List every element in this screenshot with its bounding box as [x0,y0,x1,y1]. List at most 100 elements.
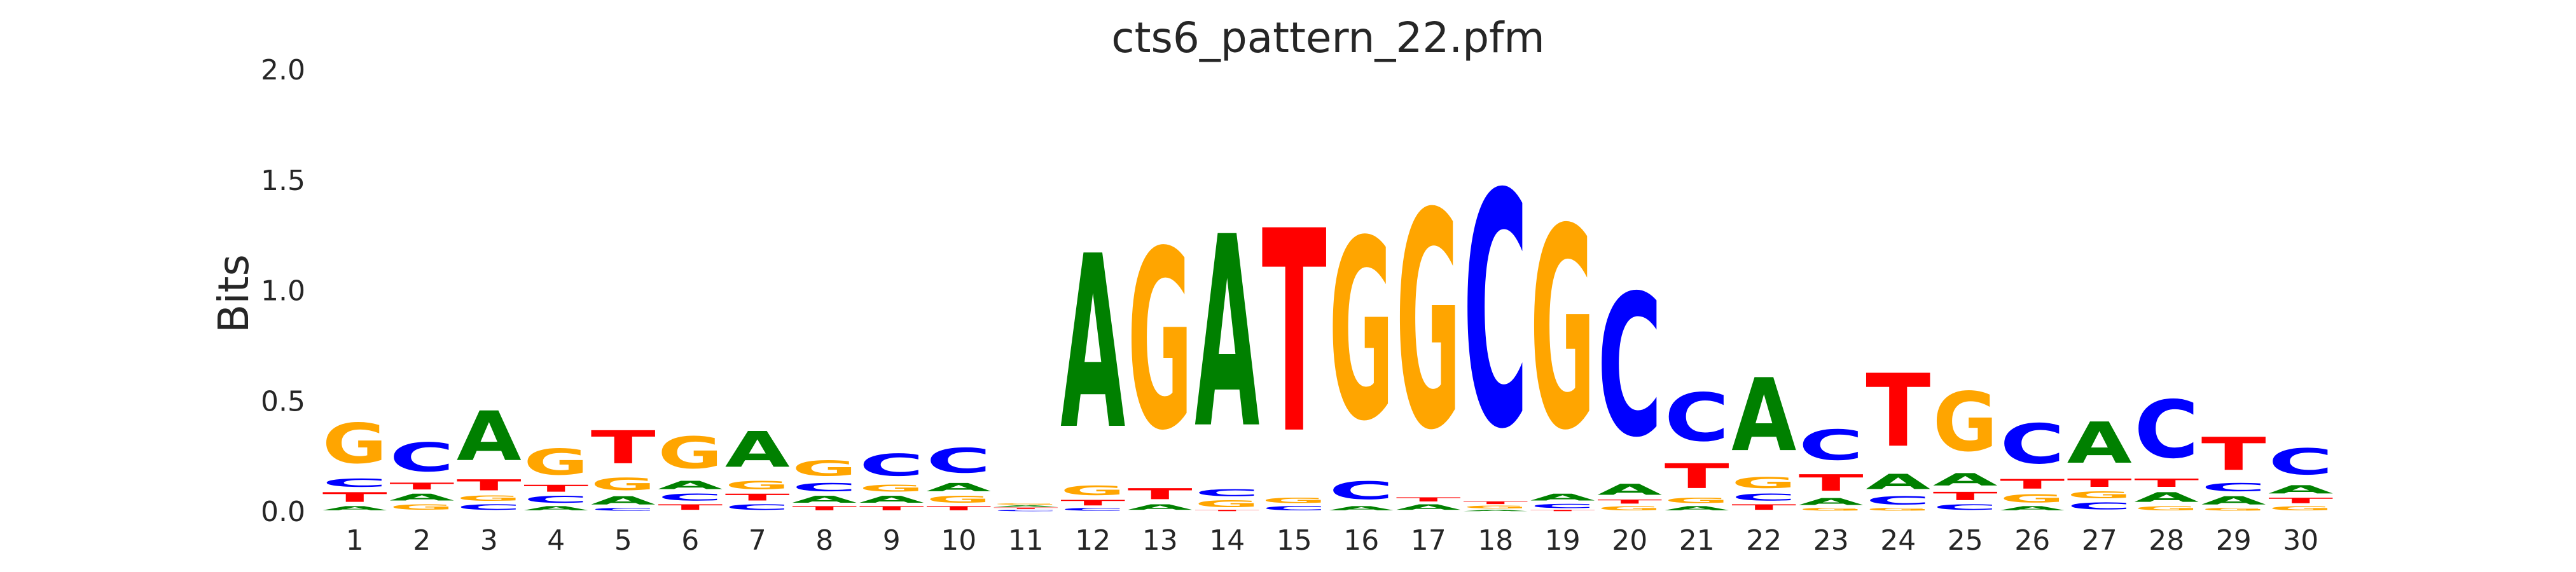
logo-letter-g: G [1530,171,1595,491]
logo-letter-c: C [2067,501,2132,512]
logo-letter-t: T [725,492,790,503]
logo-letter-c: C [994,510,1058,512]
logo-letter-g: G [994,503,1058,505]
logo-letter-c: C [2268,442,2333,483]
logo-letter-t: T [1463,501,1528,505]
logo-letter-a: A [1195,182,1260,487]
logo-letter-a: A [725,422,790,479]
logo-letter-t: T [1665,457,1729,496]
logo-letter-c: C [389,435,454,480]
logo-letter-a: A [389,492,455,503]
logo-letter-c: C [1329,477,1394,505]
x-tick-label: 26 [2014,524,2050,557]
logo-letter-a: A [1530,492,1596,503]
logo-letter-c: C [1262,505,1327,512]
x-tick-label: 17 [1411,524,1446,557]
x-tick-label: 11 [1008,524,1044,557]
logo-letter-c: C [792,481,857,494]
logo-letter-a: A [658,479,723,492]
logo-letter-t: T [994,507,1058,509]
logo-letter-g: G [389,503,454,512]
logo-letter-t: T [1731,503,1796,512]
logo-letter-t: T [1933,489,1998,503]
logo-letter-a: A [322,505,387,512]
x-tick-label: 23 [1813,524,1849,557]
x-tick-label: 13 [1142,524,1178,557]
logo-letter-c: C [1530,503,1595,509]
x-axis-ticks: 1 2 3 4 5 6 7 8 9 10 11 12 13 14 15 16 17 18 19 20 21 22 23 24 2… [346,524,2319,557]
y-axis-ticks: 0.0 0.5 1.0 1.5 2.0 [261,54,305,528]
x-tick-label: 8 [815,524,833,557]
logo-letter-a: A [1731,358,1796,474]
logo-letter-t: T [1128,486,1193,503]
y-tick-label: 1.0 [261,275,305,308]
logo-letter-a: A [1933,470,1998,489]
logo-letter-c: C [2134,384,2199,476]
logo-letter-g: G [322,413,387,477]
logo-letter-t: T [2201,428,2266,480]
x-tick-label: 9 [883,524,901,557]
logo-letter-a: A [859,494,925,505]
x-tick-label: 25 [1948,524,1983,557]
x-tick-label: 24 [1880,524,1916,557]
logo-letter-g: G [2134,505,2199,512]
logo-letter-t: T [2000,477,2065,492]
logo-letter-g: G [1866,507,1930,512]
x-tick-label: 29 [2216,524,2252,557]
logo-letter-g: G [1060,483,1125,498]
logo-letter-g: G [2067,489,2132,500]
y-axis-label: Bits [209,254,258,333]
logo-letter-c: C [457,503,522,512]
logo-letter-c: C [658,492,723,503]
logo-letter-c: C [322,477,387,490]
logo-letter-g: G [1933,375,1998,470]
logo-letter-a: A [523,505,588,512]
x-tick-label: 28 [2149,524,2184,557]
logo-letter-a: A [1128,503,1193,512]
logo-letter-g: G [1195,498,1259,509]
logo-letter-g: G [523,441,588,483]
logo-letter-c: C [1463,126,1528,500]
logo-letter-t: T [457,477,522,494]
logo-letter-c: C [1195,487,1259,498]
x-tick-label: 21 [1679,524,1715,557]
logo-letters: ATCGGATCCGTAACTGCAGTTCAGCTGATACGTAGCTGAC… [322,126,2334,512]
logo-letter-g: G [2201,507,2266,512]
y-tick-label: 0.5 [261,385,305,418]
logo-letter-c: C [2201,481,2266,494]
logo-letter-t: T [591,421,656,473]
logo-letter-c: C [1597,254,1662,481]
logo-letter-a: A [2201,494,2266,507]
logo-letter-a: A [2067,411,2132,477]
logo-letter-a: A [1597,481,1662,499]
logo-letter-a: A [457,398,522,477]
logo-letter-a: A [1329,505,1394,512]
x-tick-label: 12 [1075,524,1111,557]
logo-letter-t: T [1060,498,1125,507]
logo-letter-t: T [926,505,991,512]
logo-letter-t: T [1262,172,1327,494]
x-tick-label: 7 [749,524,766,557]
logo-letter-g: G [1262,496,1327,505]
logo-letter-t: T [1597,498,1662,505]
x-tick-label: 18 [1478,524,1513,557]
logo-letter-t: T [1396,496,1461,503]
logo-letter-a: A [1060,207,1126,483]
y-tick-label: 0.0 [261,496,305,528]
logo-letter-t: T [2268,496,2333,505]
x-tick-label: 20 [1612,524,1647,557]
logo-letter-g: G [1731,474,1796,492]
logo-letter-t: T [389,480,454,491]
logo-letter-a: A [1396,503,1461,512]
logo-letter-g: G [1665,496,1729,505]
logo-letter-c: C [1799,421,1864,470]
chart-title: cts6_pattern_22.pfm [1111,13,1544,62]
logo-letter-t: T [2134,477,2199,490]
x-tick-label: 3 [480,524,498,557]
x-tick-label: 16 [1343,524,1379,557]
x-tick-label: 1 [346,524,364,557]
logo-letter-g: G [591,474,656,494]
logo-letter-t: T [523,483,588,494]
x-tick-label: 15 [1277,524,1312,557]
x-tick-label: 30 [2283,524,2318,557]
